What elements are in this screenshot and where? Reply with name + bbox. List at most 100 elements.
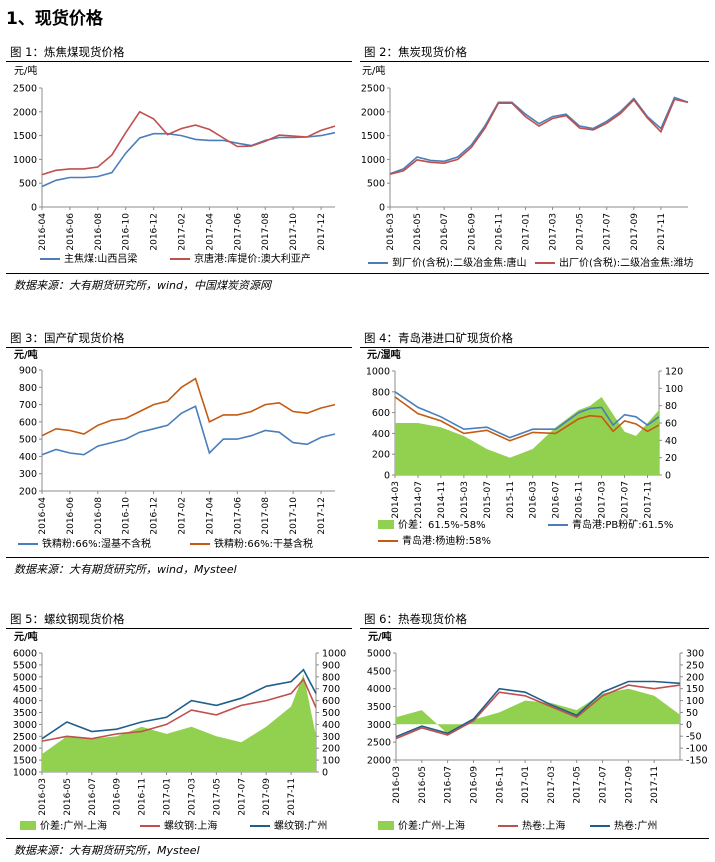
y-tick-label: 4000 bbox=[367, 684, 391, 695]
x-tick-label: 2017-11 bbox=[644, 481, 654, 519]
y2-tick-label: 120 bbox=[665, 367, 683, 378]
x-tick-label: 2017-02 bbox=[178, 213, 188, 251]
y-tick-label: 5000 bbox=[367, 649, 391, 660]
x-tick-label: 2016-03 bbox=[386, 213, 396, 251]
y-tick-label: 2000 bbox=[361, 107, 385, 118]
x-tick-label: 2016-05 bbox=[418, 766, 428, 804]
x-tick-label: 2016-12 bbox=[150, 497, 160, 535]
series-line-3 bbox=[395, 680, 681, 738]
y-tick-label: 2000 bbox=[13, 107, 37, 118]
y-tick-label: 600 bbox=[19, 417, 37, 428]
x-tick-label: 2017-05 bbox=[576, 213, 586, 251]
x-tick-label: 2016-03 bbox=[392, 766, 402, 804]
x-tick-label: 2017-01 bbox=[521, 213, 531, 251]
y2-tick-label: 20 bbox=[665, 453, 677, 464]
y2-tick-label: 200 bbox=[686, 672, 704, 683]
y2-tick-label: 700 bbox=[322, 684, 340, 695]
series-area-1 bbox=[396, 688, 680, 734]
source-2: 数据来源：大有期货研究所，wind，Mysteel bbox=[14, 563, 237, 576]
y2-tick-label: 800 bbox=[322, 672, 340, 683]
x-tick-label: 2016-05 bbox=[413, 213, 423, 251]
y2-tick-label: 60 bbox=[665, 419, 677, 430]
x-tick-label: 2017-08 bbox=[261, 497, 271, 535]
y-unit-label: 元/吨 bbox=[14, 348, 38, 361]
y-tick-label: 500 bbox=[19, 179, 37, 190]
chart-6: 元/吨2000250030003500400045005000-150-100-… bbox=[367, 630, 708, 832]
y-tick-label: 6000 bbox=[13, 649, 37, 660]
x-tick-label: 2017-12 bbox=[317, 497, 327, 535]
chart-2: 元/吨 0 500 1000 1500 2000 2500 2016-03 2016-05 201… bbox=[361, 64, 694, 269]
x-tick-label: 2014-11 bbox=[437, 481, 447, 519]
legend-label: 螺纹钢:广州 bbox=[274, 819, 327, 832]
series-area-1 bbox=[42, 674, 316, 772]
y-unit-label: 元/湿吨 bbox=[367, 348, 401, 361]
y-tick-label: 2500 bbox=[367, 738, 391, 749]
source2-rule bbox=[6, 557, 709, 558]
x-tick-label: 2015-11 bbox=[506, 481, 516, 519]
series-line-1 bbox=[389, 96, 689, 175]
fig4-title-rule bbox=[360, 347, 709, 348]
x-tick-label: 2017-04 bbox=[205, 497, 215, 535]
y2-tick-label: 900 bbox=[322, 660, 340, 671]
y-tick-label: 500 bbox=[367, 179, 385, 190]
x-tick-label: 2016-09 bbox=[469, 766, 479, 804]
x-tick-label: 2017-08 bbox=[261, 213, 271, 251]
legend-label: 铁精粉:66%:湿基不含税 bbox=[42, 537, 151, 550]
x-tick-label: 2016-09 bbox=[467, 213, 477, 251]
legend-label: 热卷:广州 bbox=[614, 819, 657, 832]
y2-tick-label: 100 bbox=[322, 756, 340, 767]
y-tick-label: 3500 bbox=[367, 702, 391, 713]
y-tick-label: 2000 bbox=[367, 756, 391, 767]
x-tick-label: 2017-11 bbox=[287, 778, 297, 816]
y-tick-label: 1000 bbox=[13, 155, 37, 166]
fig6-title-rule bbox=[360, 628, 709, 629]
legend-label: 价差:广州-上海 bbox=[398, 819, 465, 832]
source3-rule bbox=[6, 838, 709, 839]
y2-tick-label: 0 bbox=[686, 720, 692, 731]
y-tick-label: 1500 bbox=[361, 131, 385, 142]
x-tick-label: 2014-03 bbox=[391, 481, 401, 519]
y-tick-label: 2500 bbox=[13, 732, 37, 743]
x-tick-label: 2016-03 bbox=[529, 481, 539, 519]
y2-tick-label: -100 bbox=[686, 744, 708, 755]
x-tick-label: 2016-06 bbox=[66, 497, 76, 535]
x-tick-label: 2016-09 bbox=[113, 778, 123, 816]
y-tick-label: 5000 bbox=[13, 672, 37, 683]
chart-3: 元/吨 200 300 400 500 600 700 800 900 2016-04 2016-0… bbox=[14, 348, 336, 550]
y2-tick-label: 250 bbox=[686, 660, 704, 671]
section-title: 1、现货价格 bbox=[6, 9, 103, 29]
x-tick-label: 2016-07 bbox=[440, 213, 450, 251]
y-tick-label: 2500 bbox=[361, 84, 385, 95]
fig2-title: 图 2：焦炭现货价格 bbox=[364, 45, 467, 59]
y2-tick-label: 50 bbox=[686, 708, 698, 719]
x-tick-label: 2017-11 bbox=[657, 213, 667, 251]
y2-tick-label: 600 bbox=[322, 696, 340, 707]
y2-tick-label: 0 bbox=[322, 768, 328, 779]
y-tick-label: 0 bbox=[31, 203, 37, 214]
series-line-2 bbox=[395, 684, 681, 740]
y2-tick-label: 300 bbox=[686, 649, 704, 660]
y-tick-label: 800 bbox=[372, 387, 390, 398]
legend-label: 价差：61.5%-58% bbox=[398, 518, 486, 531]
x-tick-label: 2016-05 bbox=[63, 778, 73, 816]
series-line-1 bbox=[41, 131, 336, 188]
series-area-1 bbox=[395, 397, 659, 475]
x-tick-label: 2017-09 bbox=[262, 778, 272, 816]
x-tick-label: 2016-07 bbox=[552, 481, 562, 519]
y-tick-label: 900 bbox=[19, 366, 37, 377]
y-tick-label: 1500 bbox=[13, 131, 37, 142]
y-tick-label: 4500 bbox=[367, 666, 391, 677]
x-tick-label: 2016-11 bbox=[138, 778, 148, 816]
series-line-1 bbox=[41, 405, 336, 456]
y2-tick-label: 200 bbox=[322, 744, 340, 755]
x-tick-label: 2017-03 bbox=[547, 766, 557, 804]
x-tick-label: 2016-07 bbox=[88, 778, 98, 816]
y-tick-label: 5500 bbox=[13, 660, 37, 671]
x-tick-label: 2014-07 bbox=[414, 481, 424, 519]
fig2-title-rule bbox=[360, 61, 709, 62]
x-tick-label: 2016-04 bbox=[38, 213, 48, 251]
legend-label: 主焦煤:山西吕梁 bbox=[64, 252, 137, 265]
y2-tick-label: 0 bbox=[665, 471, 671, 482]
source-1: 数据来源：大有期货研究所，wind，中国煤炭资源网 bbox=[14, 279, 272, 292]
y2-tick-label: -50 bbox=[686, 732, 702, 743]
